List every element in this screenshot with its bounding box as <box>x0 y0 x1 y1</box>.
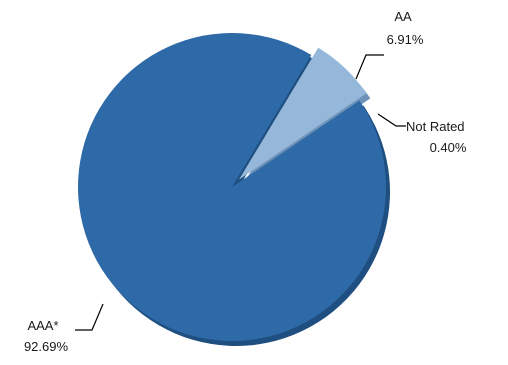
slice-label-not-rated: Not Rated <box>406 119 465 134</box>
slice-value-aa: 6.91% <box>387 32 424 47</box>
slice-value-aaa: 92.69% <box>24 339 69 354</box>
leader-line-aaa <box>75 303 104 331</box>
pie-slice-layer <box>77 32 386 341</box>
leader-line-aa <box>355 54 384 80</box>
slice-label-aa: AA <box>394 9 412 24</box>
slice-aaa <box>77 32 386 341</box>
leader-line-not-rated <box>377 113 406 127</box>
slice-label-aaa: AAA* <box>27 318 58 333</box>
slice-aa <box>238 47 367 180</box>
slice-value-not-rated: 0.40% <box>430 140 467 155</box>
slice-not-rated <box>232 100 362 187</box>
